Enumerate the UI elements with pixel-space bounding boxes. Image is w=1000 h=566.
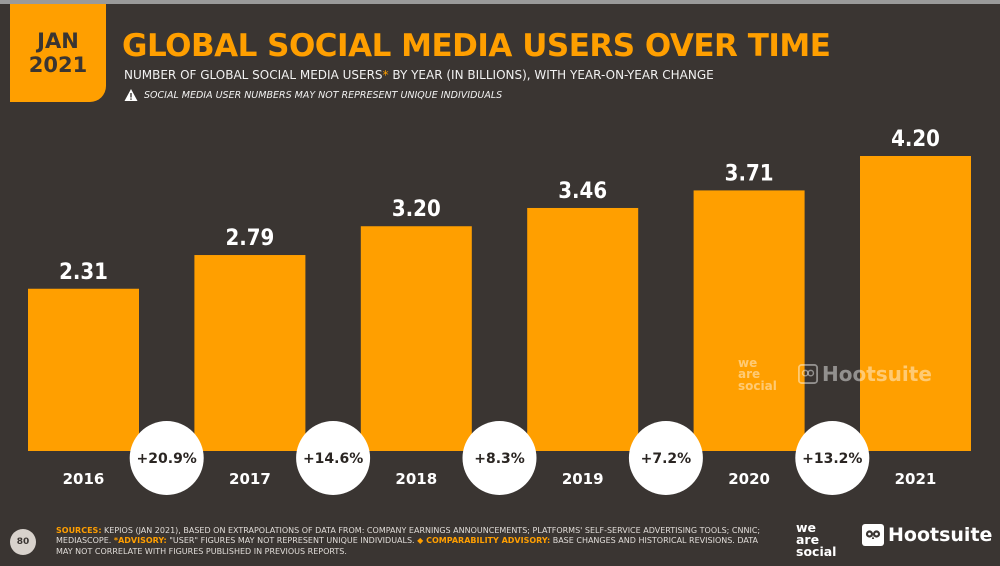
logo-hootsuite-text: Hootsuite <box>888 524 993 546</box>
subtitle-rest: BY YEAR (IN BILLIONS), WITH YEAR-ON-YEAR… <box>388 68 714 82</box>
change-bubble-5 <box>795 421 870 495</box>
bar-2016 <box>28 288 139 451</box>
watermark-hootsuite-text: Hootsuite <box>822 362 932 386</box>
value-label-2021: 4.20 <box>891 127 940 152</box>
value-label-2019: 3.46 <box>558 179 607 204</box>
bar-2019 <box>527 207 639 451</box>
page-subtitle: NUMBER OF GLOBAL SOCIAL MEDIA USERS* BY … <box>124 68 714 82</box>
page-title: GLOBAL SOCIAL MEDIA USERS OVER TIME <box>122 28 831 64</box>
category-label-2021: 2021 <box>895 470 937 488</box>
date-badge-month: JAN <box>37 28 79 53</box>
change-label-3: +8.3% <box>474 451 525 467</box>
watermark-are: are <box>738 367 761 382</box>
logo-social: social <box>796 543 837 559</box>
warning-note: SOCIAL MEDIA USER NUMBERS MAY NOT REPRES… <box>124 88 502 102</box>
logo-are: are <box>796 531 820 547</box>
sources-note: SOURCES: KEPIOS (JAN 2021), BASED ON EXT… <box>56 526 776 557</box>
warning-text: SOCIAL MEDIA USER NUMBERS MAY NOT REPRES… <box>144 89 503 101</box>
watermark-we-are-social: we are social <box>738 356 777 393</box>
change-label-1: +20.9% <box>137 451 197 467</box>
change-label-4: +7.2% <box>641 451 692 467</box>
category-label-2019: 2019 <box>562 470 604 488</box>
bar-2018 <box>360 226 472 451</box>
logo-we: we <box>796 520 817 535</box>
watermark-we: we <box>738 356 758 370</box>
value-label-2020: 3.71 <box>725 161 774 186</box>
comparability-label: ◆ COMPARABILITY ADVISORY: <box>417 536 551 546</box>
bar-2020 <box>693 190 805 451</box>
advisory-text: "USER" FIGURES MAY NOT REPRESENT UNIQUE … <box>166 536 418 546</box>
category-label-2016: 2016 <box>63 470 105 488</box>
change-bubble-3 <box>462 421 537 495</box>
page-number: 80 <box>10 529 36 555</box>
category-label-2018: 2018 <box>395 470 437 488</box>
watermark-owl-icon <box>798 364 818 384</box>
watermark-hootsuite: Hootsuite <box>798 362 932 386</box>
date-badge: JAN 2021 <box>10 4 106 102</box>
date-badge-year: 2021 <box>28 53 88 77</box>
owl-icon <box>862 524 884 546</box>
change-bubble-4 <box>628 421 703 495</box>
warning-icon <box>124 89 138 101</box>
top-bar <box>0 0 1000 4</box>
category-label-2020: 2020 <box>728 470 770 488</box>
change-label-2: +14.6% <box>303 451 363 467</box>
bar-2017 <box>194 255 306 451</box>
change-bubble-1 <box>129 421 204 495</box>
watermark-social: social <box>738 378 777 393</box>
subtitle-main: NUMBER OF GLOBAL SOCIAL MEDIA USERS <box>124 68 383 82</box>
we-are-social-logo: we are social <box>796 520 837 559</box>
value-label-2018: 3.20 <box>392 197 441 222</box>
value-label-2016: 2.31 <box>59 260 108 285</box>
value-label-2017: 2.79 <box>225 226 274 251</box>
comparability-text: BASE CHANGES AND HISTORICAL REVISIONS. D… <box>56 536 758 556</box>
sources-label: SOURCES: <box>56 526 102 535</box>
change-bubble-2 <box>296 421 371 495</box>
hootsuite-logo: Hootsuite <box>862 524 992 546</box>
subtitle-asterisk: * <box>382 68 389 82</box>
change-label-5: +13.2% <box>802 451 862 467</box>
advisory-label: *ADVISORY: <box>113 536 167 546</box>
sources-text: KEPIOS (JAN 2021), BASED ON EXTRAPOLATIO… <box>56 526 761 546</box>
category-label-2017: 2017 <box>229 470 271 488</box>
bar-2021 <box>860 156 971 451</box>
